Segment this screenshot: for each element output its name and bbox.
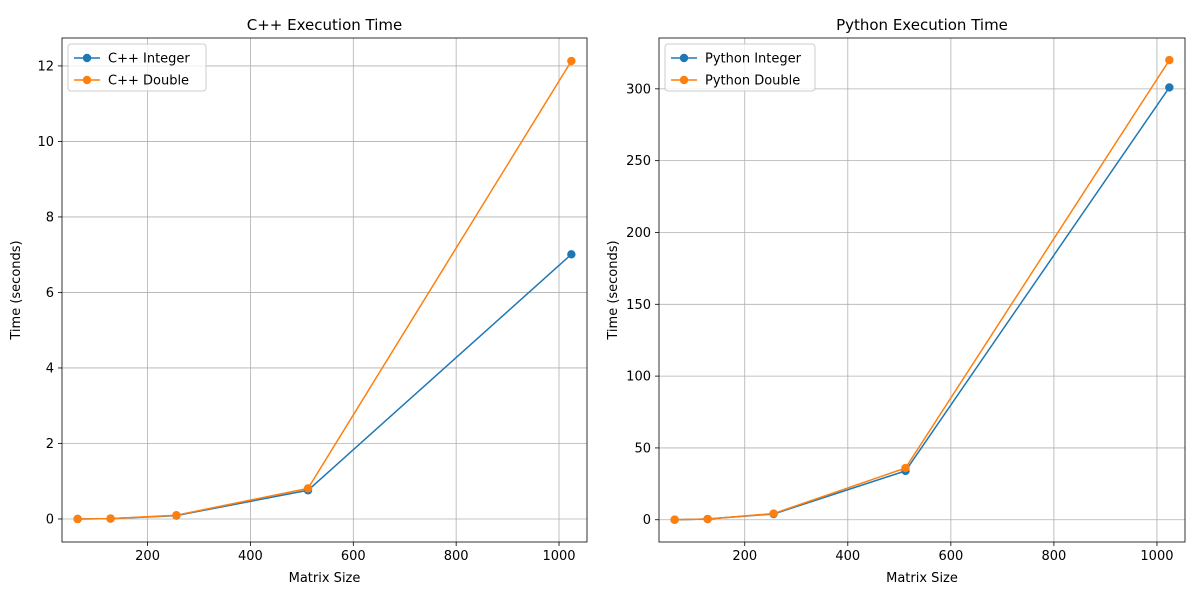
legend-box: [67, 43, 207, 92]
x-tick-label: 800: [444, 549, 469, 564]
y-tick-label: 300: [626, 82, 651, 97]
legend-item: Python Double: [671, 74, 800, 89]
y-tick-label: 0: [46, 512, 54, 527]
y-axis-ticks: 0 50 100 150 200 250 300: [626, 82, 659, 528]
legend-label: Python Integer: [705, 52, 802, 67]
legend-marker: [679, 75, 689, 85]
x-axis-label: Matrix Size: [289, 571, 361, 586]
data-point: [769, 509, 778, 518]
legend-label: C++ Integer: [108, 52, 190, 67]
y-tick-label: 50: [634, 441, 651, 456]
y-axis-ticks: 0 2 4 6 8 10 12: [37, 59, 62, 527]
legend-marker: [82, 75, 92, 85]
y-tick-label: 12: [37, 59, 54, 74]
data-point: [172, 510, 181, 520]
data-point: [901, 463, 910, 473]
x-tick-label: 400: [835, 549, 860, 564]
legend-box: [664, 43, 816, 92]
y-tick-label: 250: [626, 154, 651, 169]
x-axis-ticks: 200 400 600 800 1000: [135, 542, 576, 564]
x-tick-label: 1000: [542, 549, 575, 564]
data-point: [1165, 83, 1174, 92]
x-axis-label: Matrix Size: [886, 571, 958, 586]
legend: C++ Integer C++ Double: [67, 43, 207, 92]
x-tick-label: 200: [135, 549, 160, 564]
gridlines: [659, 38, 1185, 542]
y-tick-label: 200: [626, 226, 651, 241]
legend-item: Python Integer: [671, 52, 802, 67]
y-tick-label: 10: [37, 135, 54, 150]
y-tick-label: 8: [46, 210, 54, 225]
x-tick-label: 600: [341, 549, 366, 564]
chart-panel-1: 200 400 600 800 1000 0 2 4 6 8 10 12 C++ Execution T…: [9, 16, 588, 586]
chart-title: C++ Execution Time: [247, 16, 402, 34]
axes-frame: [658, 37, 1186, 543]
data-point: [1165, 55, 1174, 65]
legend-label: C++ Double: [108, 74, 189, 89]
y-axis-label: Time (seconds): [9, 240, 24, 340]
data-point: [73, 514, 82, 524]
chart-panel-2: 200 400 600 800 1000 0 50 100 150 200 250 300 Python…: [606, 16, 1186, 586]
legend-marker: [679, 53, 689, 63]
y-tick-label: 100: [626, 370, 651, 385]
series-2: [670, 55, 1174, 524]
y-tick-label: 4: [46, 361, 54, 376]
y-tick-label: 6: [46, 286, 54, 301]
plot-area: [62, 38, 587, 542]
series-2: [73, 56, 576, 524]
chart-title: Python Execution Time: [836, 16, 1008, 34]
x-tick-label: 800: [1041, 549, 1066, 564]
x-axis-ticks: 200 400 600 800 1000: [732, 542, 1174, 564]
x-tick-label: 200: [732, 549, 757, 564]
y-axis-label: Time (seconds): [606, 240, 621, 340]
data-point: [303, 484, 313, 493]
plot-area: [659, 38, 1185, 542]
y-tick-label: 150: [626, 298, 651, 313]
legend: Python Integer Python Double: [664, 43, 816, 92]
x-tick-label: 400: [238, 549, 263, 564]
legend-item: C++ Integer: [74, 52, 190, 67]
axes-frame: [61, 37, 588, 543]
legend-marker: [82, 53, 92, 63]
data-point: [567, 56, 576, 66]
x-tick-label: 1000: [1140, 549, 1173, 564]
data-point: [567, 250, 576, 259]
data-point: [106, 514, 115, 523]
legend-item: C++ Double: [74, 74, 189, 89]
y-tick-label: 2: [46, 437, 54, 452]
x-tick-label: 600: [938, 549, 963, 564]
data-point: [670, 515, 679, 524]
y-tick-label: 0: [643, 513, 651, 528]
data-point: [703, 514, 712, 524]
legend-label: Python Double: [705, 74, 800, 89]
